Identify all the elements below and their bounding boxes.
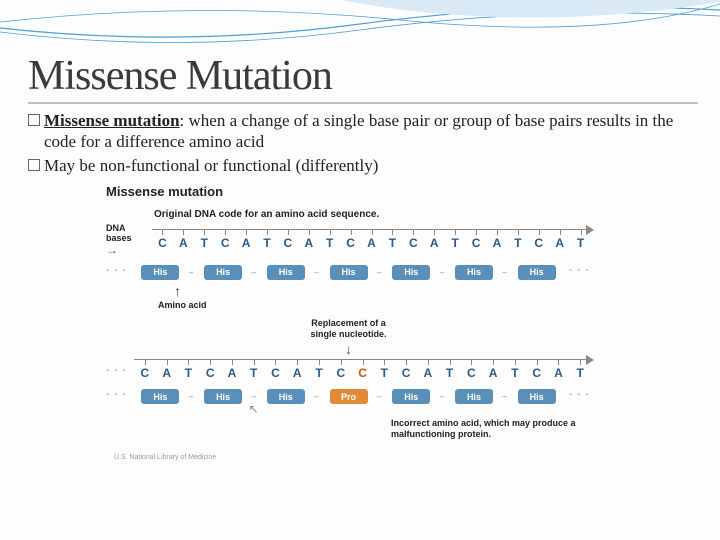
dna-base: C bbox=[199, 359, 221, 381]
dash-trail: - - - bbox=[569, 265, 591, 276]
amino-acid: His bbox=[385, 265, 438, 280]
amino-acid: His bbox=[259, 389, 312, 404]
dna-base: T bbox=[257, 229, 278, 251]
dna-base: A bbox=[298, 229, 319, 251]
dna-base: T bbox=[178, 359, 200, 381]
dna-base: A bbox=[236, 229, 257, 251]
image-credit: U.S. National Library of Medicine bbox=[114, 454, 591, 461]
bullet-text: Missense mutation: when a change of a si… bbox=[44, 110, 692, 153]
dna-base: A bbox=[549, 229, 570, 251]
dna-base: A bbox=[417, 359, 439, 381]
dna-base: T bbox=[382, 229, 403, 251]
dna-base: A bbox=[482, 359, 504, 381]
bullet-1: Missense mutation: when a change of a si… bbox=[28, 110, 692, 153]
dna-bases-label: DNA bases → bbox=[106, 224, 146, 257]
bullet-2: May be non-functional or functional (dif… bbox=[28, 155, 692, 176]
dna-base: C bbox=[352, 359, 374, 381]
amino-acid: Pro bbox=[322, 389, 375, 404]
dna-base: A bbox=[173, 229, 194, 251]
dna-base: C bbox=[526, 359, 548, 381]
amino-acid: His bbox=[197, 389, 250, 404]
dna-base: A bbox=[548, 359, 570, 381]
dna-base: C bbox=[528, 229, 549, 251]
up-arrow-icon: ↑ bbox=[174, 283, 591, 299]
mutated-amino-row: - - - His–His–His–Pro–His–His–His - - - bbox=[106, 385, 591, 404]
dna-base: C bbox=[277, 229, 298, 251]
amino-acid: His bbox=[134, 265, 187, 280]
dna-base: T bbox=[507, 229, 528, 251]
down-arrow-icon: ↓ bbox=[106, 341, 591, 357]
amino-acid: His bbox=[197, 265, 250, 280]
dna-base: C bbox=[152, 229, 173, 251]
amino-acid: His bbox=[448, 265, 501, 280]
incorrect-note: Incorrect amino acid, which may produce … bbox=[391, 418, 591, 440]
amino-acid: His bbox=[510, 265, 563, 280]
dna-base: T bbox=[439, 359, 461, 381]
dna-base: C bbox=[403, 229, 424, 251]
amino-acid-label: Amino acid bbox=[158, 300, 591, 310]
dna-base: T bbox=[319, 229, 340, 251]
bullet-marker bbox=[28, 114, 40, 126]
bullet-text: May be non-functional or functional (dif… bbox=[44, 155, 692, 176]
amino-acid: His bbox=[259, 265, 312, 280]
incorrect-arrow-icon: ↖ bbox=[106, 402, 401, 416]
amino-acid: His bbox=[448, 389, 501, 404]
mutated-dna-strand: - - - CATCATCATCCTCATCATCAT bbox=[106, 359, 591, 381]
replacement-note: Replacement of a single nucleotide. bbox=[106, 318, 591, 340]
dna-base: A bbox=[361, 229, 382, 251]
dna-base: C bbox=[134, 359, 156, 381]
diagram-title: Missense mutation bbox=[106, 184, 591, 199]
dna-base: T bbox=[445, 229, 466, 251]
dna-base: C bbox=[460, 359, 482, 381]
dna-base: T bbox=[570, 229, 591, 251]
dna-base: T bbox=[504, 359, 526, 381]
mutation-diagram: Missense mutation Original DNA code for … bbox=[106, 184, 591, 461]
dna-base: A bbox=[424, 229, 445, 251]
original-subtitle: Original DNA code for an amino acid sequ… bbox=[154, 209, 591, 220]
dna-base: T bbox=[243, 359, 265, 381]
amino-acid: His bbox=[510, 389, 563, 404]
title-underline bbox=[28, 102, 698, 104]
slide-content: Missense Mutation Missense mutation: whe… bbox=[0, 0, 720, 461]
dna-base: C bbox=[395, 359, 417, 381]
bullet-marker bbox=[28, 159, 40, 171]
dash-lead: - - - bbox=[106, 265, 128, 276]
dna-base: T bbox=[373, 359, 395, 381]
dna-base: A bbox=[221, 359, 243, 381]
dna-base: T bbox=[569, 359, 591, 381]
dna-base: A bbox=[487, 229, 508, 251]
original-amino-row: - - - His–His–His–His–His–His–His - - - bbox=[106, 261, 591, 280]
amino-acid: His bbox=[385, 389, 438, 404]
amino-acid: His bbox=[322, 265, 375, 280]
dna-base: T bbox=[308, 359, 330, 381]
dna-base: C bbox=[330, 359, 352, 381]
dna-base: C bbox=[340, 229, 361, 251]
dna-base: C bbox=[265, 359, 287, 381]
dna-base: T bbox=[194, 229, 215, 251]
dna-base: C bbox=[215, 229, 236, 251]
dna-base: A bbox=[156, 359, 178, 381]
amino-acid: His bbox=[134, 389, 187, 404]
original-dna-strand: DNA bases → CATCATCATCATCATCATCAT bbox=[106, 224, 591, 257]
slide-title: Missense Mutation bbox=[28, 52, 692, 100]
dna-base: A bbox=[286, 359, 308, 381]
dna-base: C bbox=[466, 229, 487, 251]
